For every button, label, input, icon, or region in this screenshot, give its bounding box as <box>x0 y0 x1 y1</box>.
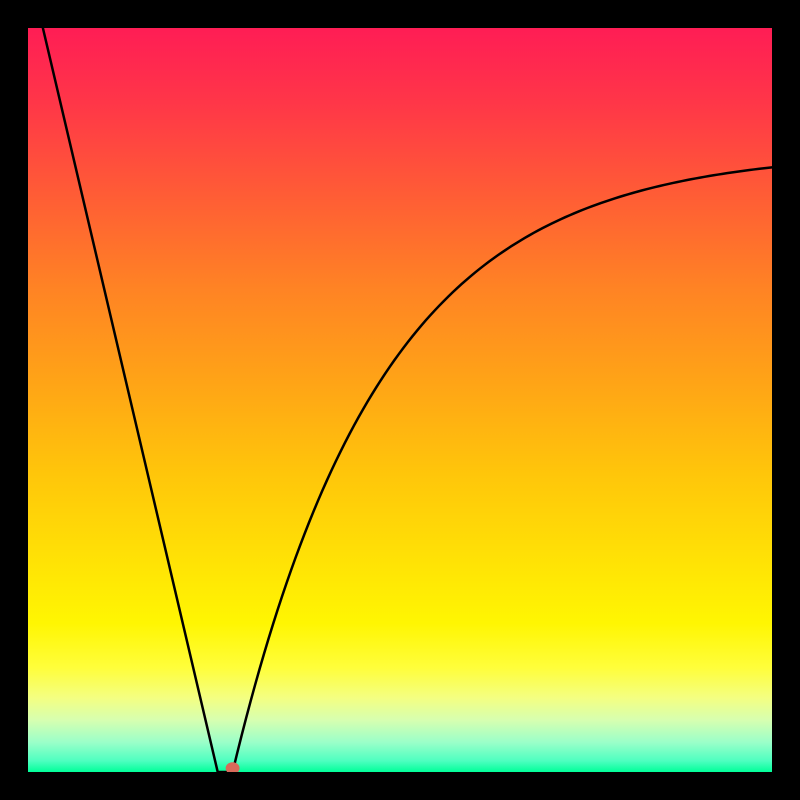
bottleneck-curve-svg <box>28 28 772 772</box>
watermark-text: TheBottleneck.com <box>571 6 768 33</box>
min-marker <box>226 762 240 772</box>
chart-container: TheBottleneck.com <box>0 0 800 800</box>
plot-area: TheBottleneck.com <box>28 28 772 772</box>
bottleneck-curve <box>43 28 772 772</box>
